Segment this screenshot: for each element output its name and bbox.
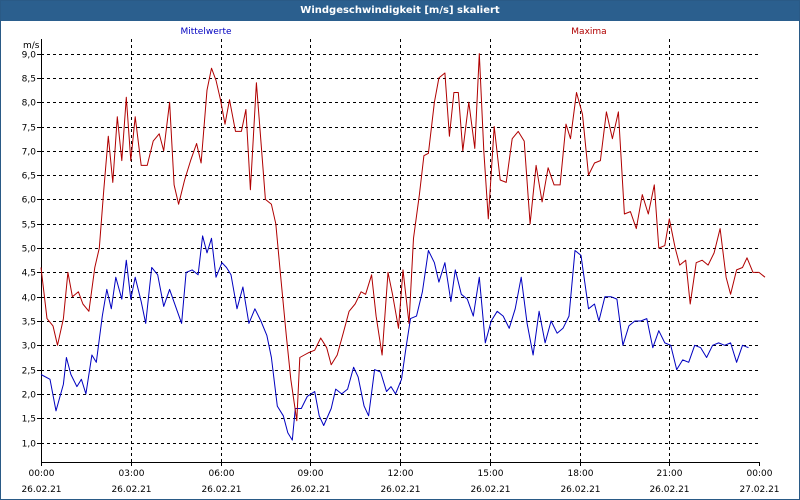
y-tick-label: 1,0 xyxy=(22,440,37,450)
x-tick-time-label: 12:00 xyxy=(388,469,414,479)
y-tick-label: 3,5 xyxy=(22,318,36,328)
x-tick-date-label: 26.02.21 xyxy=(380,485,420,495)
legend-maxima: Maxima xyxy=(571,27,606,37)
series-line-mittelwerte xyxy=(40,235,749,441)
x-tick-date-label: 26.02.21 xyxy=(201,485,241,495)
wind-speed-chart: 1,0 1,5 2,0 2,5 3,0 3,5 4,0 4,5 5,0 5,5 6,0 6,5 7,0 7… xyxy=(21,27,779,495)
y-tick-label: 7,5 xyxy=(22,124,36,134)
x-tick-time-label: 09:00 xyxy=(298,469,324,479)
x-tick-time-label: 06:00 xyxy=(209,469,235,479)
x-tick-date-label: 26.02.21 xyxy=(560,485,600,495)
series-line-maxima xyxy=(40,53,766,422)
window-title: Windgeschwindigkeit [m/s] skaliert xyxy=(1,1,799,21)
y-gridlines xyxy=(37,54,759,444)
x-tick-date-label: 26.02.21 xyxy=(111,485,151,495)
x-tick-time-label: 15:00 xyxy=(478,469,504,479)
y-tick-label: 4,5 xyxy=(22,269,36,279)
y-axis-unit-label: m/s xyxy=(23,41,40,51)
y-tick-label: 8,5 xyxy=(22,75,36,85)
x-tick-date-label: 26.02.21 xyxy=(21,485,61,495)
x-tick-date-label: 26.02.21 xyxy=(649,485,689,495)
x-tick-time-label: 00:00 xyxy=(747,469,773,479)
y-tick-label: 4,0 xyxy=(22,294,37,304)
y-tick-label: 5,0 xyxy=(22,245,37,255)
y-tick-label: 6,0 xyxy=(22,196,37,206)
x-tick-time-label: 00:00 xyxy=(29,469,55,479)
x-tick-date-label: 26.02.21 xyxy=(470,485,510,495)
y-tick-label: 2,0 xyxy=(22,391,37,401)
x-tick-time-label: 21:00 xyxy=(657,469,683,479)
y-tick-label: 7,0 xyxy=(22,148,37,158)
y-tick-label: 1,5 xyxy=(22,415,36,425)
y-tick-label: 8,0 xyxy=(22,99,37,109)
x-tick-date-label: 26.02.21 xyxy=(290,485,330,495)
legend-mittelwerte: Mittelwerte xyxy=(180,27,231,37)
x-tick-time-label: 03:00 xyxy=(119,469,145,479)
y-tick-label: 2,5 xyxy=(22,367,36,377)
y-tick-label: 5,5 xyxy=(22,221,36,231)
x-tick-time-label: 18:00 xyxy=(568,469,594,479)
y-tick-label: 3,0 xyxy=(22,342,37,352)
y-tick-label: 6,5 xyxy=(22,172,36,182)
y-tick-label: 9,0 xyxy=(22,51,37,61)
x-tick-date-label: 27.02.21 xyxy=(739,485,779,495)
